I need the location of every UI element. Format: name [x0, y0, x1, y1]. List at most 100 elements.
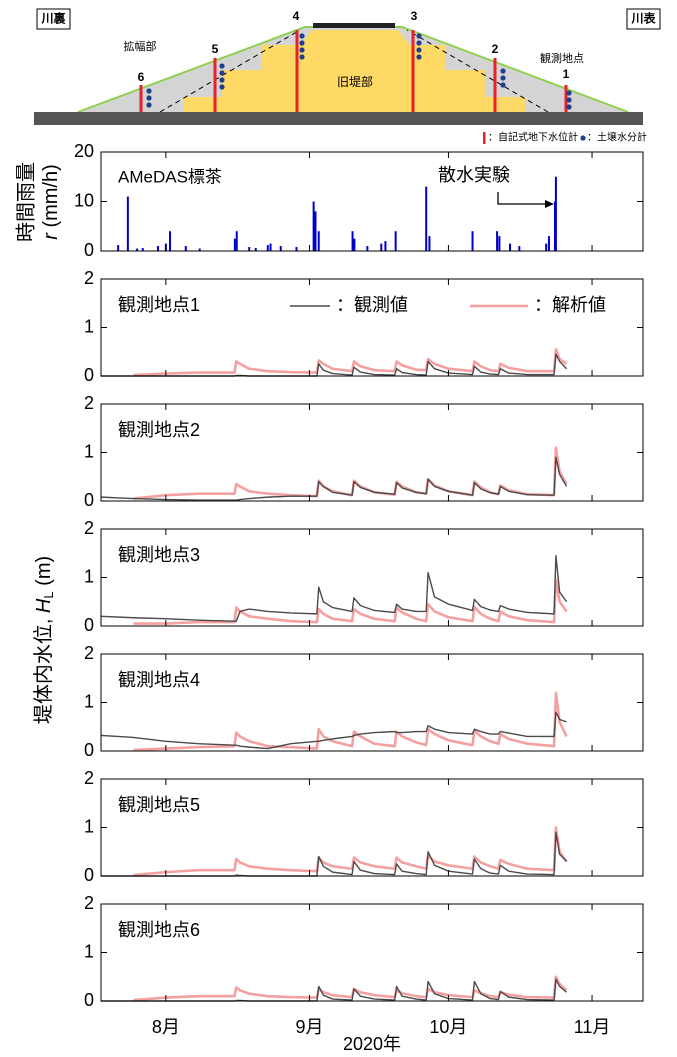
rain-bar	[117, 245, 120, 251]
sensor	[146, 102, 152, 108]
arrow	[497, 192, 548, 205]
unit: (mm/h)	[40, 164, 62, 233]
boundary-line	[406, 29, 549, 113]
rain-bar	[198, 248, 201, 251]
rain-y-label: 時間雨量	[14, 162, 37, 242]
sensor	[146, 95, 152, 101]
panel-title: 観測地点3	[118, 545, 200, 565]
y-tick-label: 1	[84, 441, 94, 461]
rain-bar	[425, 186, 428, 251]
rain-bar	[312, 201, 315, 251]
rain-bar	[317, 231, 320, 251]
sensor	[500, 82, 506, 88]
rain-bar	[314, 211, 317, 251]
rain-bar	[184, 246, 187, 251]
observed-line	[100, 456, 568, 501]
y-tick-label: 2	[84, 768, 94, 788]
label-box	[626, 8, 661, 30]
rain-bar	[353, 238, 356, 251]
x-tick-label: 9月	[295, 1017, 323, 1037]
rain-bar	[141, 248, 144, 251]
sensor	[219, 84, 225, 90]
rain-bar	[266, 245, 269, 251]
sensor	[500, 68, 506, 74]
arrow-label: 散水実験	[438, 165, 510, 185]
y-tick-label: 0	[84, 865, 94, 885]
y-tick-label: 0	[84, 615, 94, 635]
ground	[34, 112, 643, 125]
arrow-head	[545, 200, 554, 208]
rain-bar	[156, 246, 159, 251]
rain-bar	[366, 246, 369, 251]
sensor	[299, 40, 305, 46]
x-tick-label: 11月	[574, 1017, 611, 1037]
level-y-label: 堤体内水位, HL (m)	[32, 556, 56, 724]
y-tick-label: 1	[84, 941, 94, 961]
legend-label: ：観測値	[336, 295, 408, 315]
rain-bar	[554, 176, 557, 251]
rain-bar	[126, 196, 129, 251]
axes-frame	[100, 403, 644, 502]
rain-y-unit: r (mm/h)	[40, 164, 62, 240]
legend-gauge-text: ：自記式地下水位計	[488, 131, 578, 144]
left-bank-label: 川裏	[40, 11, 66, 26]
rain-bar	[169, 231, 172, 251]
rain-bar	[295, 247, 298, 251]
rain-bar	[279, 246, 282, 251]
rain-bar	[394, 231, 397, 251]
right-bank-label: 川表	[630, 11, 656, 26]
point-number: 5	[212, 42, 219, 56]
y-tick-label: 2	[84, 393, 94, 413]
sensor	[219, 77, 225, 83]
y-tick-label: 2	[84, 643, 94, 663]
rain-bar	[235, 231, 238, 251]
simulated-line	[133, 348, 568, 377]
rain-bar	[380, 243, 383, 251]
rain-bar	[254, 248, 257, 251]
legend-gauge	[483, 132, 486, 144]
point-number: 4	[293, 9, 300, 23]
y-tick-label: 2	[84, 893, 94, 913]
unit: (m)	[33, 556, 55, 592]
y-tick-label: 2	[84, 518, 94, 538]
sensor	[566, 97, 572, 103]
simulated-line	[133, 578, 568, 625]
symbol: r	[40, 232, 62, 240]
point-number: 6	[138, 70, 145, 84]
sensor	[299, 54, 305, 60]
sensor	[416, 40, 422, 46]
rain-bar	[351, 231, 354, 251]
x-tick-label: 10月	[429, 1017, 467, 1037]
old-levee-label: 旧堤部	[337, 74, 373, 89]
simulated-line	[133, 826, 568, 877]
sensor	[416, 47, 422, 53]
rain-bar	[233, 238, 236, 251]
sensor	[416, 54, 422, 60]
simulated-line	[133, 691, 568, 752]
rain-bar	[471, 231, 474, 251]
observed-line	[100, 711, 567, 750]
panel-title: 観測地点1	[118, 295, 200, 315]
sensor	[566, 104, 572, 110]
y-tick-label: 0	[84, 240, 94, 260]
y-tick-label: 0	[84, 740, 94, 760]
subscript: L	[41, 591, 56, 598]
crest-road	[313, 23, 395, 28]
y-tick-label: 20	[74, 141, 94, 161]
y-tick-label: 1	[84, 691, 94, 711]
y-tick-label: 1	[84, 816, 94, 836]
observed-line	[100, 554, 568, 622]
label-box	[36, 8, 71, 30]
axes-frame	[100, 528, 644, 627]
sensor	[146, 88, 152, 94]
sensor	[299, 47, 305, 53]
sensor	[219, 63, 225, 69]
rain-bar	[136, 248, 139, 251]
y-tick-label: 2	[84, 268, 94, 288]
boundary-line	[159, 29, 301, 113]
point-number: 3	[411, 9, 418, 23]
rain-bar	[496, 231, 499, 251]
rain-bar	[545, 243, 548, 251]
